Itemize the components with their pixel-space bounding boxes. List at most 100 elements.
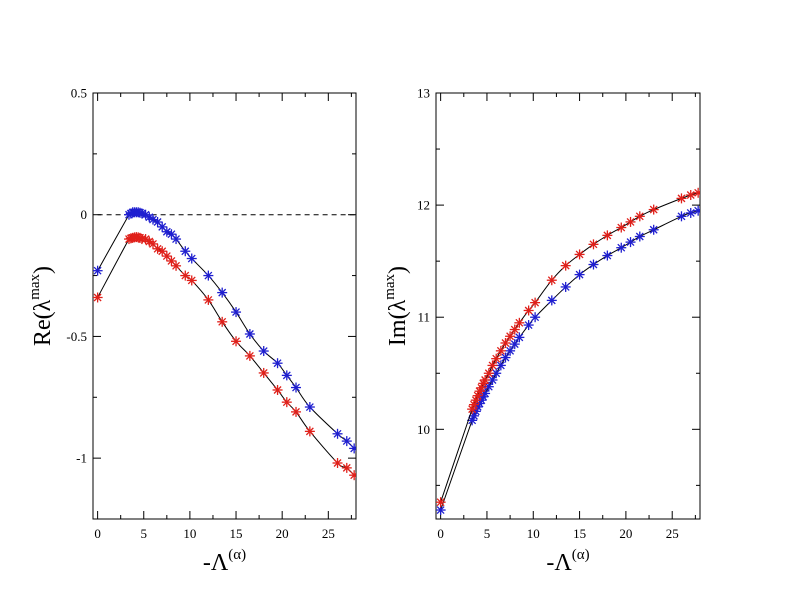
data-point-blue: [509, 339, 520, 350]
y-tick-label: 13: [417, 86, 430, 101]
y-tick-label: 11: [417, 310, 430, 325]
data-point-blue: [304, 402, 315, 413]
data-point-red: [186, 275, 197, 286]
plot-frame: [92, 92, 357, 520]
y-tick-label: -0.5: [66, 329, 87, 344]
data-point-red: [203, 294, 214, 305]
data-point-blue: [332, 428, 343, 439]
data-point-blue: [602, 250, 613, 261]
data-point-red: [574, 249, 585, 260]
data-point-blue: [171, 234, 182, 245]
fit-curve-red: [97, 234, 355, 476]
data-point-red: [332, 458, 343, 469]
data-point-red: [166, 255, 177, 266]
data-point-blue: [272, 358, 283, 369]
data-point-blue: [291, 382, 302, 393]
x-tick-label: 5: [484, 526, 491, 541]
data-point-red: [171, 260, 182, 271]
data-point-red: [523, 305, 534, 316]
data-point-red: [588, 239, 599, 250]
data-point-blue: [634, 231, 645, 242]
x-axis-label: -Λ(α): [203, 547, 246, 576]
data-point-red: [244, 350, 255, 361]
data-point-red: [487, 360, 498, 371]
x-tick-label: 20: [619, 526, 632, 541]
data-point-blue: [588, 259, 599, 270]
data-point-red: [509, 324, 520, 335]
data-point-blue: [505, 345, 516, 356]
y-tick-label: 10: [417, 422, 430, 437]
x-tick-label: 10: [183, 526, 196, 541]
x-tick-label: 10: [527, 526, 540, 541]
y-tick-label: 0: [81, 207, 88, 222]
data-point-blue: [648, 224, 659, 235]
right-panel-im: 0 5 10 15 20 25 10 11 12 13 Im(λmax) -Λ(α): [382, 86, 701, 576]
data-point-blue: [500, 352, 511, 363]
data-point-blue: [514, 332, 525, 343]
x-tick-label: 25: [666, 526, 679, 541]
data-point-red: [217, 316, 228, 327]
data-point-red: [546, 275, 557, 286]
data-point-red: [93, 292, 103, 303]
data-point-blue: [93, 265, 103, 276]
fit-curve-blue: [440, 210, 699, 511]
plot-frame: [435, 92, 701, 520]
data-point-red: [616, 222, 627, 233]
data-point-blue: [147, 214, 158, 225]
data-point-red: [480, 374, 491, 385]
data-point-red: [180, 270, 191, 281]
data-point-blue: [483, 381, 494, 392]
data-point-red: [483, 368, 494, 379]
data-point-red: [304, 426, 315, 437]
data-point-blue: [258, 346, 269, 357]
data-point-red: [560, 260, 571, 271]
data-point-red: [436, 497, 446, 508]
data-point-blue: [231, 307, 242, 318]
data-point-red: [491, 353, 502, 364]
left-panel-re: 0 5 10 15 20 25 -1 -0.5 0 0.5 Re(λmax) -Λ(α): [27, 86, 357, 576]
x-axis-label: -Λ(α): [546, 547, 589, 576]
x-tick-label: 5: [141, 526, 148, 541]
data-point-blue: [495, 360, 506, 371]
data-point-blue: [186, 253, 197, 264]
x-tick-label: 0: [437, 526, 444, 541]
data-point-red: [500, 337, 511, 348]
data-point-blue: [616, 242, 627, 253]
data-point-blue: [693, 205, 700, 216]
data-point-red: [231, 336, 242, 347]
x-tick-label: 15: [230, 526, 243, 541]
data-point-blue: [341, 436, 352, 447]
data-point-red: [495, 345, 506, 356]
data-point-red: [281, 397, 292, 408]
data-point-blue: [574, 269, 585, 280]
data-point-red: [258, 367, 269, 378]
data-point-red: [693, 187, 700, 198]
data-point-blue: [530, 312, 541, 323]
data-point-red: [341, 462, 352, 473]
data-point-blue: [180, 246, 191, 257]
data-point-blue: [349, 443, 356, 454]
data-point-blue: [546, 295, 557, 306]
x-tick-label: 25: [322, 526, 335, 541]
x-tick-label: 0: [94, 526, 101, 541]
data-point-blue: [244, 328, 255, 339]
data-point-red: [291, 406, 302, 417]
y-tick-label: 0.5: [71, 86, 87, 101]
data-point-red: [648, 204, 659, 215]
data-point-red: [602, 230, 613, 241]
fit-curve-blue: [97, 209, 355, 449]
data-point-blue: [523, 320, 534, 331]
data-point-red: [625, 216, 636, 227]
data-point-red: [272, 384, 283, 395]
y-tick-label: -1: [76, 451, 87, 466]
data-point-red: [157, 246, 168, 257]
data-point-blue: [217, 287, 228, 298]
data-point-red: [349, 470, 356, 481]
data-point-blue: [560, 281, 571, 292]
data-point-red: [514, 317, 525, 328]
fit-curve-red: [440, 192, 699, 503]
x-tick-label: 15: [573, 526, 586, 541]
data-point-blue: [487, 374, 498, 385]
data-point-red: [530, 297, 541, 308]
